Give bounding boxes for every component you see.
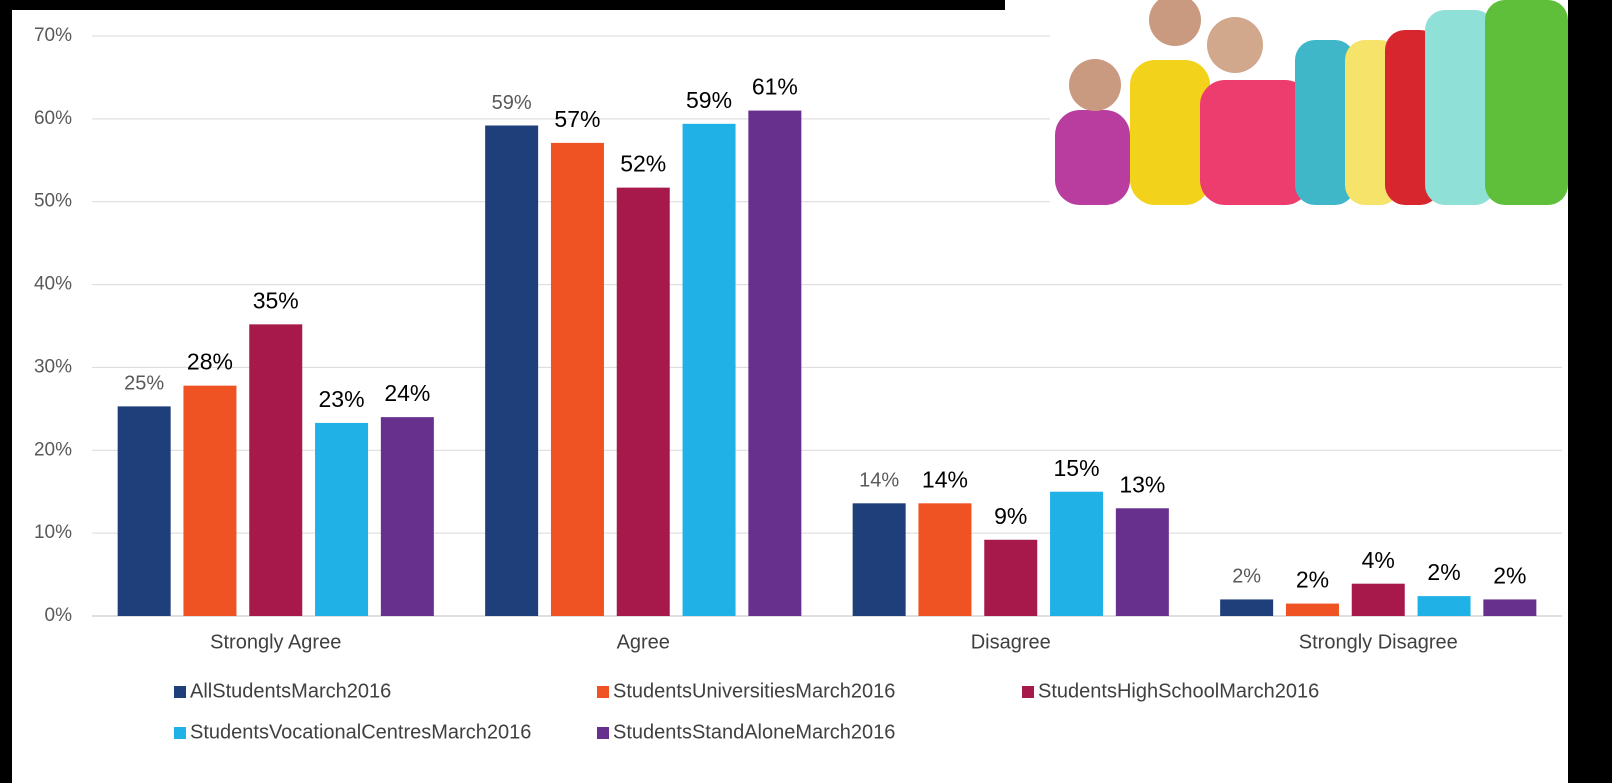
bar — [1483, 599, 1537, 616]
legend-swatch — [597, 727, 609, 739]
y-tick-label: 50% — [34, 191, 72, 212]
bar — [852, 503, 906, 616]
photo-figure — [1069, 59, 1121, 111]
bar — [117, 406, 171, 616]
bar — [550, 142, 604, 616]
x-tick-label: Disagree — [971, 631, 1051, 653]
photo-figure — [1055, 110, 1130, 205]
value-label: 13% — [1119, 471, 1165, 497]
photo-figure — [1425, 10, 1495, 205]
bar — [1115, 508, 1169, 616]
bar — [1220, 599, 1274, 616]
legend-label: StudentsHighSchoolMarch2016 — [1038, 680, 1319, 702]
value-label: 2% — [1232, 566, 1261, 588]
photo-figure — [1295, 40, 1355, 205]
photo — [1050, 0, 1568, 205]
legend-label: AllStudentsMarch2016 — [190, 680, 391, 702]
bar — [380, 417, 434, 616]
bar — [616, 187, 670, 616]
bar — [748, 110, 802, 617]
y-tick-label: 20% — [34, 439, 72, 460]
y-tick-label: 40% — [34, 274, 72, 295]
photo-figure — [1207, 17, 1263, 73]
value-label: 2% — [1296, 567, 1329, 593]
value-label: 52% — [620, 151, 666, 177]
y-tick-label: 70% — [34, 25, 72, 46]
value-label: 59% — [492, 92, 532, 114]
bar — [485, 125, 539, 616]
bar — [249, 324, 303, 616]
x-tick-label: Agree — [617, 631, 670, 653]
bar — [1285, 603, 1339, 616]
legend-label: StudentsUniversitiesMarch2016 — [613, 680, 895, 702]
value-label: 15% — [1054, 455, 1100, 481]
legend-swatch — [174, 727, 186, 739]
value-label: 61% — [752, 74, 798, 100]
legend-label: StudentsStandAloneMarch2016 — [613, 721, 895, 743]
y-tick-label: 10% — [34, 522, 72, 543]
value-label: 35% — [253, 287, 299, 313]
photo-figure — [1130, 60, 1210, 205]
value-label: 14% — [859, 470, 899, 492]
photo-figure — [1149, 0, 1201, 46]
bar — [1050, 491, 1104, 616]
value-label: 9% — [994, 503, 1027, 529]
value-label: 24% — [384, 380, 430, 406]
bar — [918, 503, 972, 616]
legend-swatch — [174, 686, 186, 698]
bar — [682, 123, 736, 616]
photo-figure — [1200, 80, 1310, 205]
x-tick-label: Strongly Disagree — [1299, 631, 1458, 653]
photo-figure — [1485, 0, 1568, 205]
value-label: 28% — [187, 349, 233, 375]
value-label: 2% — [1427, 559, 1460, 585]
legend-label: StudentsVocationalCentresMarch2016 — [190, 721, 531, 743]
bar — [1417, 596, 1471, 616]
value-label: 25% — [124, 373, 164, 395]
value-label: 57% — [554, 106, 600, 132]
legend-swatch — [1022, 686, 1034, 698]
legend-swatch — [597, 686, 609, 698]
y-tick-label: 30% — [34, 356, 72, 377]
value-label: 2% — [1493, 563, 1526, 589]
bar — [183, 385, 237, 616]
bar — [984, 539, 1038, 616]
bar — [315, 422, 369, 616]
value-label: 59% — [686, 87, 732, 113]
x-tick-label: Strongly Agree — [210, 631, 341, 653]
value-label: 23% — [319, 386, 365, 412]
top-strip — [12, 0, 1005, 10]
value-label: 4% — [1362, 547, 1395, 573]
y-tick-label: 60% — [34, 108, 72, 129]
y-tick-label: 0% — [45, 605, 73, 626]
bar — [1351, 583, 1405, 616]
value-label: 14% — [922, 466, 968, 492]
